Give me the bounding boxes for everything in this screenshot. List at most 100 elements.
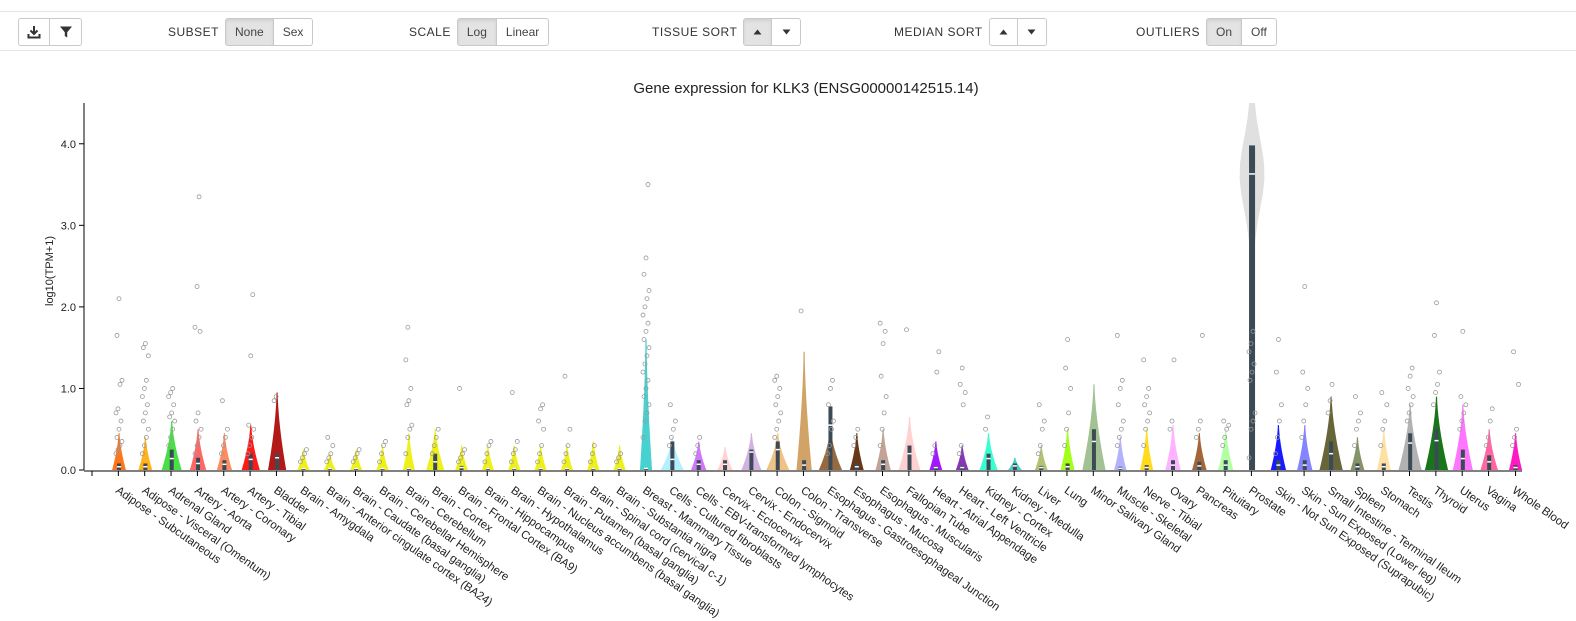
outlier-point: [168, 434, 174, 440]
violin-body: [1060, 429, 1075, 470]
outlier-point: [383, 439, 388, 444]
violin-body: [402, 433, 415, 470]
violin-body: [268, 392, 287, 470]
violin-body: [849, 433, 864, 470]
outlier-point: [381, 443, 386, 448]
outlier-point: [377, 459, 382, 465]
iqr-box: [828, 406, 833, 470]
outlier-point: [113, 410, 119, 416]
download-button[interactable]: [18, 18, 50, 46]
violin-group: [639, 182, 653, 470]
subset-sex-button[interactable]: Sex: [273, 18, 314, 46]
outlier-point: [934, 369, 940, 375]
outlier-point: [985, 414, 990, 420]
median-sort-asc-button[interactable]: [988, 18, 1018, 46]
outlier-point: [1062, 443, 1067, 448]
outlier-point: [828, 386, 833, 391]
outlier-point: [141, 443, 147, 448]
violin-group: [691, 434, 707, 470]
outliers-on-button[interactable]: On: [1206, 18, 1243, 46]
outlier-point: [486, 443, 492, 448]
outlier-point: [640, 434, 646, 440]
outlier-point: [1356, 418, 1361, 424]
outlier-point: [1434, 300, 1439, 306]
outlier-point: [1483, 443, 1489, 448]
category-label: Whole Blood: [1510, 485, 1570, 532]
outlier-point: [959, 365, 965, 371]
outlier-point: [563, 451, 569, 457]
outliers-label: OUTLIERS: [1136, 25, 1201, 39]
outlier-point: [642, 361, 648, 367]
outlier-point: [772, 377, 778, 383]
subset-none-button[interactable]: None: [225, 18, 274, 46]
outlier-point: [224, 426, 230, 432]
iqr-box: [881, 460, 886, 470]
tissue-sort-asc-button[interactable]: [743, 18, 773, 46]
tissue-sort-desc-button[interactable]: [772, 18, 802, 46]
outlier-point: [642, 418, 648, 424]
outlier-point: [169, 410, 175, 416]
outlier-point: [1463, 402, 1469, 408]
outlier-point: [697, 434, 703, 440]
outlier-point: [1248, 426, 1254, 432]
outlier-point: [1275, 434, 1280, 440]
outlier-point: [672, 418, 678, 424]
outlier-point: [141, 386, 147, 391]
outlier-point: [904, 327, 909, 333]
subset-label: SUBSET: [168, 25, 220, 39]
iqr-box: [1408, 433, 1413, 470]
outlier-point: [172, 418, 178, 424]
outlier-point: [222, 434, 228, 440]
outlier-point: [246, 422, 252, 428]
outlier-point: [1410, 394, 1416, 400]
outlier-point: [352, 455, 358, 461]
scale-linear-button[interactable]: Linear: [496, 18, 550, 46]
iqr-box: [907, 445, 912, 470]
outlier-point: [642, 304, 648, 310]
outlier-point: [1115, 402, 1121, 408]
violin-chart: Gene expression for KLK3 (ENSG0000014251…: [44, 80, 1570, 620]
violin-body: [560, 445, 573, 470]
violin-group: [741, 433, 762, 470]
filter-button[interactable]: [50, 18, 82, 46]
outlier-point: [220, 443, 226, 448]
outlier-point: [538, 406, 543, 412]
violin-group: [402, 324, 415, 470]
median-sort-desc-button[interactable]: [1017, 18, 1047, 46]
outlier-point: [1273, 451, 1278, 457]
outlier-point: [1147, 410, 1153, 416]
outlier-point: [1167, 426, 1173, 432]
violin-body: [691, 441, 707, 470]
outlier-point: [1116, 434, 1122, 440]
outlier-point: [983, 426, 988, 432]
outlier-point: [142, 410, 148, 416]
violin-group: [1297, 284, 1313, 470]
outlier-point: [458, 455, 463, 461]
violin-group: [1424, 300, 1449, 470]
outlier-point: [114, 434, 120, 440]
outlier-point: [645, 377, 651, 383]
violin-group: [189, 194, 207, 470]
violin-group: [268, 392, 287, 470]
outlier-point: [880, 341, 886, 346]
outlier-point: [142, 341, 148, 346]
outlier-point: [405, 434, 411, 440]
violin-body: [216, 433, 233, 470]
violin-group: [426, 426, 445, 470]
outliers-off-button[interactable]: Off: [1242, 18, 1277, 46]
tissue-sort-label: TISSUE SORT: [652, 25, 738, 39]
scale-log-button[interactable]: Log: [456, 18, 497, 46]
outlier-point: [350, 459, 356, 465]
outlier-point: [247, 443, 253, 448]
outlier-point: [1487, 418, 1493, 424]
outlier-point: [143, 377, 149, 383]
outlier-point: [962, 390, 968, 395]
violin-group: [161, 386, 182, 470]
scale-control: SCALE Log Linear: [409, 18, 550, 46]
outlier-point: [960, 402, 966, 408]
outlier-point: [1325, 410, 1331, 416]
outlier-point: [851, 443, 857, 448]
outlier-point: [693, 451, 699, 457]
outlier-point: [1382, 418, 1388, 424]
outlier-point: [1353, 394, 1358, 400]
